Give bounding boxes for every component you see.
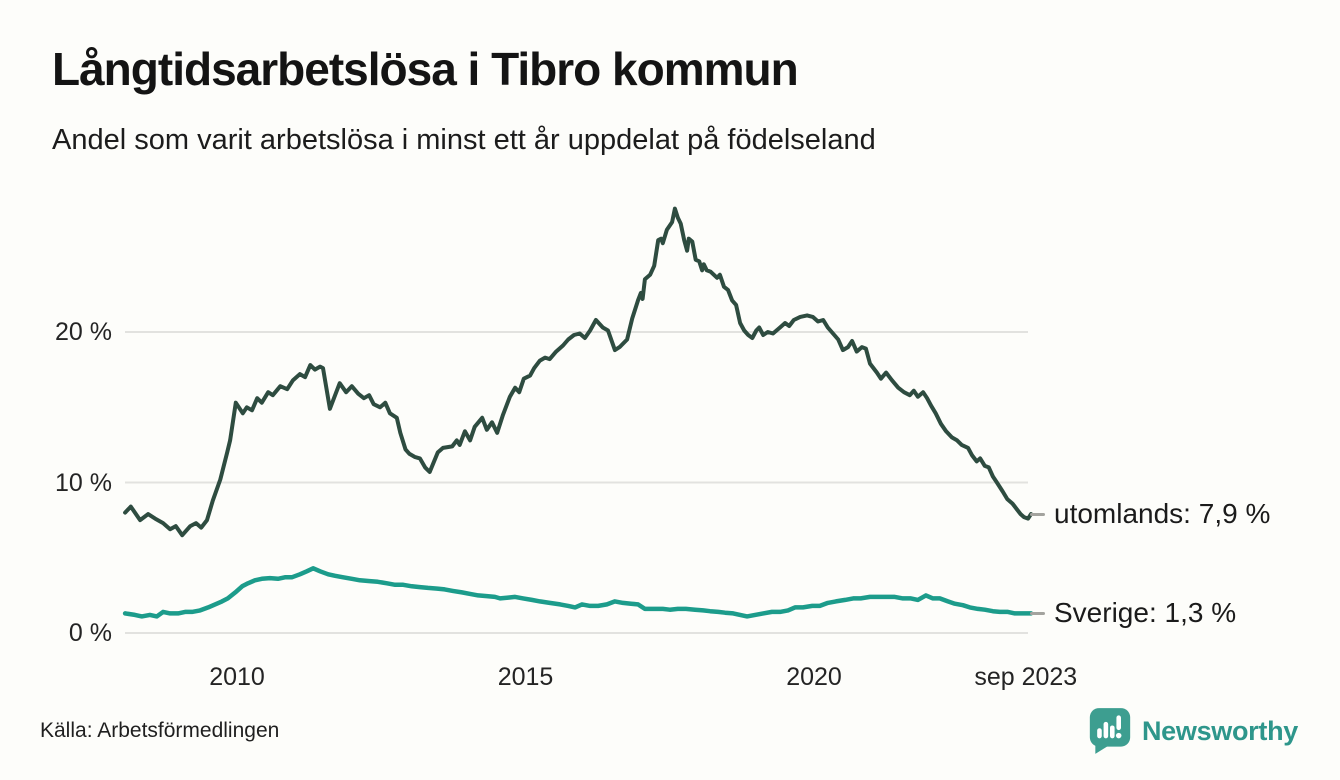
- series-label-sverige: Sverige: 1,3 %: [1030, 596, 1236, 630]
- leader-dash-icon: [1030, 512, 1045, 516]
- x-axis-tick-label: 2010: [209, 663, 265, 691]
- x-axis-tick-label: sep 2023: [974, 663, 1078, 691]
- page-subtitle: Andel som varit arbetslösa i minst ett å…: [52, 124, 876, 156]
- newsworthy-logo: Newsworthy: [1088, 706, 1298, 756]
- y-axis-tick-label: 0 %: [68, 619, 112, 647]
- newsworthy-wordmark: Newsworthy: [1141, 715, 1298, 746]
- newsworthy-logo-icon: [1089, 708, 1131, 754]
- leader-dash-icon: [1030, 611, 1045, 615]
- series-label-sverige-text: Sverige: 1,3 %: [1054, 597, 1237, 629]
- y-axis-tick-label: 10 %: [55, 468, 112, 497]
- x-axis-tick-label: 2015: [497, 663, 554, 691]
- series-line-sverige: [122, 566, 1034, 619]
- series-label-utomlands-text: utomlands: 7,9 %: [1054, 498, 1271, 530]
- series-line-utomlands: [123, 206, 1033, 538]
- series-label-utomlands: utomlands: 7,9 %: [1030, 497, 1270, 531]
- x-axis-tick-label: 2020: [786, 663, 842, 691]
- page-title: Långtidsarbetslösa i Tibro kommun: [52, 43, 799, 95]
- y-axis-tick-label: 20 %: [55, 318, 112, 346]
- source-note: Källa: Arbetsförmedlingen: [40, 719, 280, 742]
